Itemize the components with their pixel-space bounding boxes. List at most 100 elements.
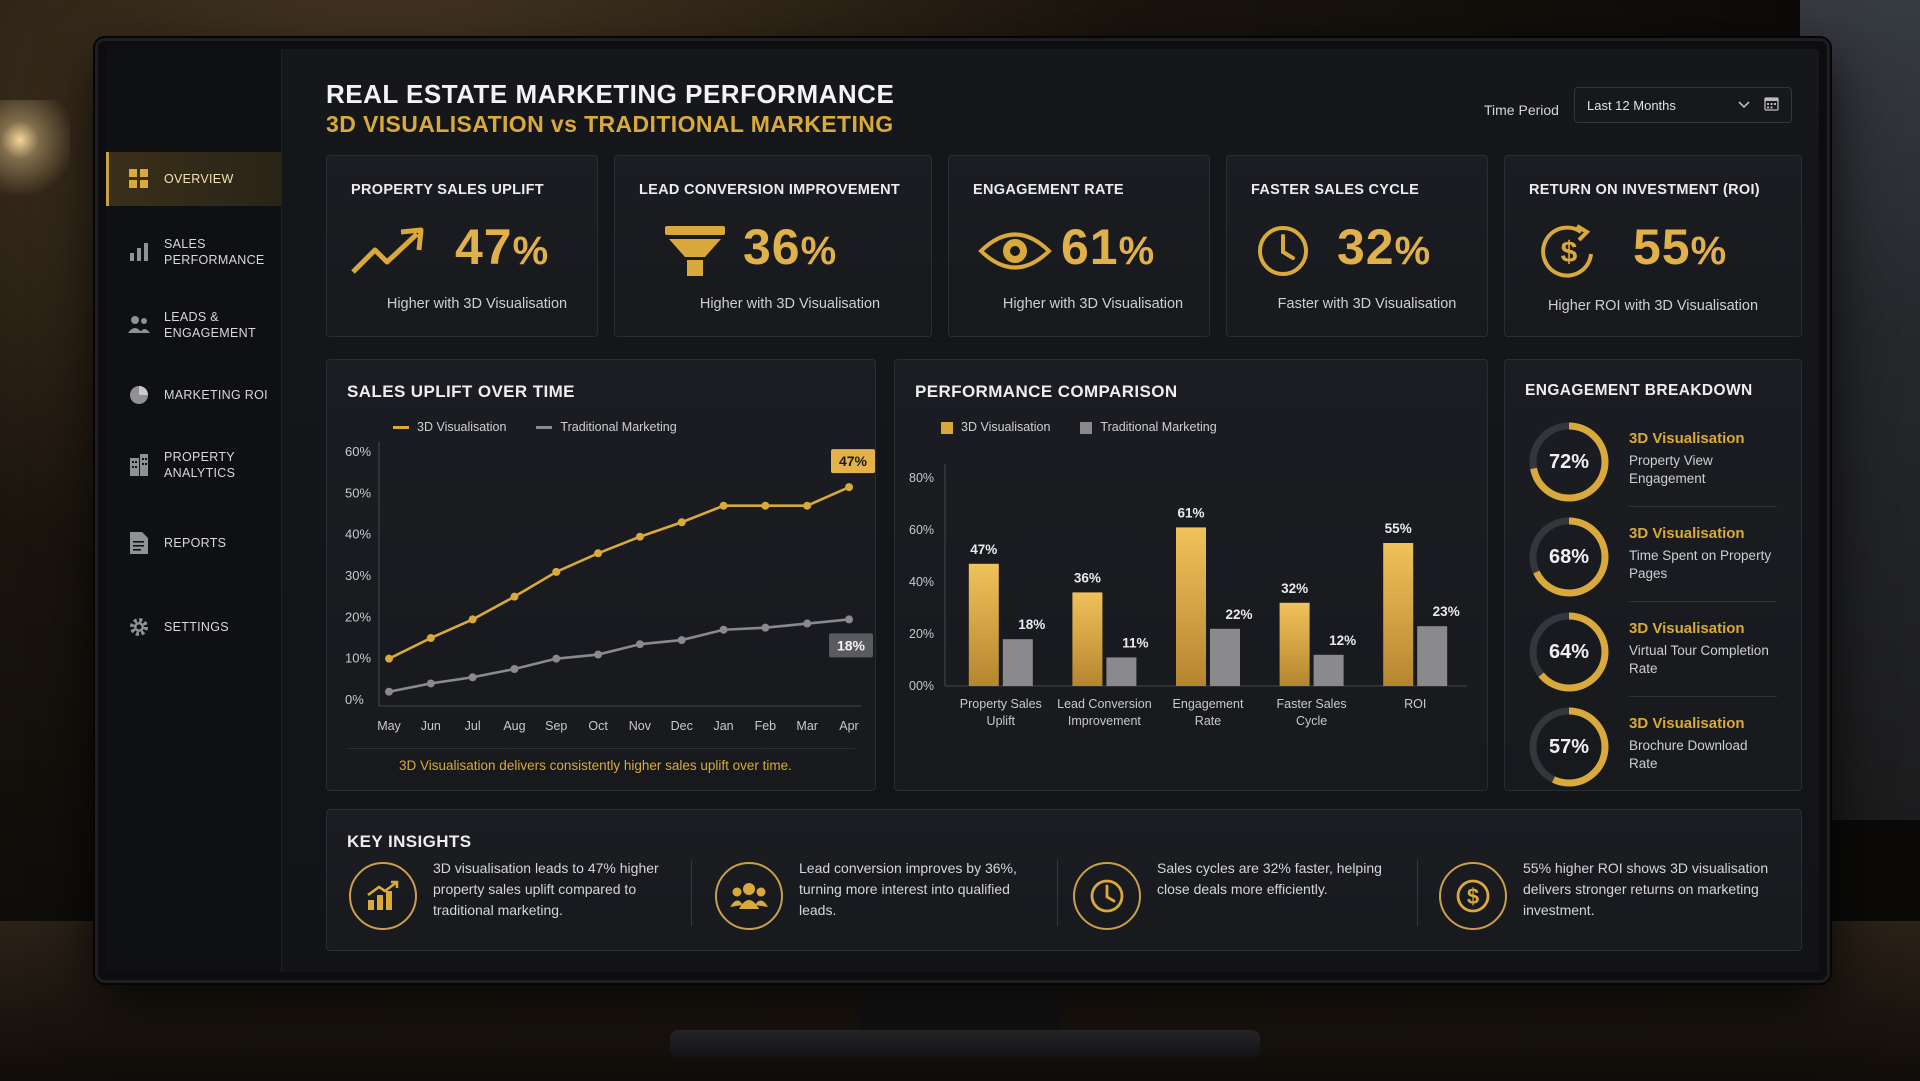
kpi-value: 32% — [1337, 219, 1432, 275]
sidebar-item-settings[interactable]: SETTINGS — [106, 600, 282, 654]
page-subtitle: 3D VISUALISATION vs TRADITIONAL MARKETIN… — [326, 111, 894, 137]
growth-chart-icon — [349, 862, 417, 930]
y-tick-label: 20% — [345, 609, 371, 624]
bar — [1279, 602, 1310, 686]
bar — [1106, 657, 1137, 686]
kpi-value: 36% — [743, 219, 838, 275]
group-icon — [715, 862, 783, 930]
calendar-icon[interactable] — [1764, 96, 1779, 114]
kpi-title: FASTER SALES CYCLE — [1251, 182, 1420, 198]
building-icon — [128, 454, 150, 476]
data-point — [552, 654, 561, 663]
y-tick-label: 0% — [345, 692, 364, 707]
sidebar-item-leads-engagement[interactable]: LEADS & ENGAGEMENT — [106, 298, 282, 352]
y-tick-label: 20% — [909, 627, 934, 641]
kpi-description: Higher with 3D Visualisation — [386, 296, 568, 312]
chart-caption: 3D Visualisation delivers consistently h… — [399, 758, 792, 773]
engagement-description: Time Spent on Property Pages — [1629, 548, 1772, 581]
kpi-card-sales-cycle[interactable]: FASTER SALES CYCLE 32% Faster with 3D Vi… — [1226, 155, 1488, 337]
sidebar-item-reports[interactable]: REPORTS — [106, 516, 282, 570]
kpi-description: Higher ROI with 3D Visualisation — [1547, 298, 1759, 314]
sidebar-item-property-analytics[interactable]: PROPERTY ANALYTICS — [106, 438, 282, 492]
sidebar-item-overview[interactable]: OVERVIEW — [106, 152, 282, 206]
data-point — [635, 532, 644, 541]
data-label: 11% — [1122, 635, 1148, 650]
kpi-title: RETURN ON INVESTMENT (ROI) — [1529, 182, 1760, 198]
chart-legend: 3D Visualisation Traditional Marketing — [393, 420, 677, 434]
monitor-stand — [860, 975, 1060, 1035]
data-point — [845, 483, 853, 492]
data-point — [468, 615, 477, 624]
bar — [1383, 543, 1414, 686]
data-label: 55% — [1385, 521, 1412, 536]
insight-item: 3D visualisation leads to 47% higher pro… — [349, 858, 679, 938]
kpi-card-engagement[interactable]: ENGAGEMENT RATE 61% Higher with 3D Visua… — [948, 155, 1210, 337]
data-label: 22% — [1225, 607, 1252, 622]
x-tick-label: Jan — [713, 719, 733, 733]
data-point — [719, 501, 728, 510]
engagement-breakdown-panel: ENGAGEMENT BREAKDOWN 72% 3D Visualisation… — [1504, 359, 1802, 791]
y-tick-label: 60% — [345, 444, 371, 459]
kpi-title: LEAD CONVERSION IMPROVEMENT — [639, 182, 901, 198]
key-insights-panel: KEY INSIGHTS 3D visualisation leads to 4… — [326, 809, 1802, 951]
chevron-down-icon — [1738, 98, 1750, 112]
panel-title: PERFORMANCE COMPARISON — [915, 382, 1178, 401]
x-tick-label: Aug — [503, 719, 525, 733]
series-line — [388, 485, 850, 660]
bar — [1417, 626, 1448, 686]
x-tick-label: Improvement — [1068, 714, 1141, 728]
insight-text: Lead conversion improves by 36%, turning… — [799, 860, 1017, 918]
sidebar-item-marketing-roi[interactable]: MARKETING ROI — [106, 368, 282, 422]
bar — [968, 563, 999, 686]
callout-3d: 47% — [831, 449, 875, 474]
page-title: REAL ESTATE MARKETING PERFORMANCE — [326, 79, 895, 109]
bar-chart-icon — [128, 241, 150, 263]
progress-ring — [1529, 707, 1609, 787]
data-point — [803, 501, 812, 510]
y-tick-label: 40% — [345, 527, 371, 542]
sidebar-item-sales-performance[interactable]: SALES PERFORMANCE — [106, 225, 282, 279]
kpi-title: PROPERTY SALES UPLIFT — [351, 182, 544, 198]
y-tick-label: 10% — [345, 651, 371, 666]
sidebar-item-label: OVERVIEW — [164, 172, 234, 186]
x-tick-label: Oct — [588, 719, 608, 733]
x-tick-label: Apr — [839, 719, 858, 733]
sidebar-item-label: MARKETING ROI — [164, 388, 268, 402]
x-tick-label: Rate — [1195, 714, 1221, 728]
kpi-card-lead-conversion[interactable]: LEAD CONVERSION IMPROVEMENT 36% Higher w… — [614, 155, 932, 337]
kpi-card-roi[interactable]: RETURN ON INVESTMENT (ROI) $ 55% Higher … — [1504, 155, 1802, 337]
x-tick-label: Dec — [671, 719, 693, 733]
eye-icon — [978, 232, 1052, 270]
engagement-name: 3D Visualisation — [1629, 430, 1745, 447]
insight-text: 55% higher ROI shows 3D visualisation de… — [1523, 860, 1769, 918]
kpi-card-sales-uplift[interactable]: PROPERTY SALES UPLIFT 47% Higher with 3D… — [326, 155, 598, 337]
bar — [1176, 527, 1206, 686]
time-period-select[interactable]: Last 12 Months — [1574, 87, 1792, 123]
sidebar: OVERVIEW SALES PERFORMANCE LEADS & ENGAG… — [106, 49, 282, 972]
insight-text: Sales cycles are 32% faster, helping clo… — [1157, 860, 1382, 897]
x-tick-label: Faster Sales — [1277, 697, 1347, 711]
series-line — [388, 618, 850, 694]
x-tick-label: ROI — [1404, 697, 1426, 711]
users-icon — [128, 314, 150, 336]
x-tick-label: Jun — [421, 719, 441, 733]
bar — [1072, 592, 1103, 686]
insight-item: Sales cycles are 32% faster, helping clo… — [1073, 858, 1403, 938]
kpi-title: ENGAGEMENT RATE — [973, 182, 1124, 198]
y-tick-label: 40% — [909, 575, 934, 589]
data-point — [845, 615, 853, 624]
funnel-icon — [665, 226, 725, 276]
x-tick-label: Engagement — [1173, 697, 1244, 711]
callout-traditional: 18% — [829, 633, 873, 658]
data-label: 23% — [1433, 604, 1460, 619]
svg-text:$: $ — [1561, 236, 1578, 269]
data-label: 36% — [1074, 570, 1101, 585]
data-point — [803, 619, 812, 628]
y-tick-label: 50% — [345, 485, 371, 500]
gear-icon — [128, 616, 150, 638]
engagement-description: Property View Engagement — [1629, 453, 1713, 486]
line-chart: 0% 10% 20% 30% 40% 50% 60% May Jun Jul Aug Sep Oct No… — [345, 442, 875, 733]
grid-icon — [128, 168, 150, 190]
data-point — [761, 623, 770, 632]
data-label: 61% — [1177, 505, 1204, 520]
